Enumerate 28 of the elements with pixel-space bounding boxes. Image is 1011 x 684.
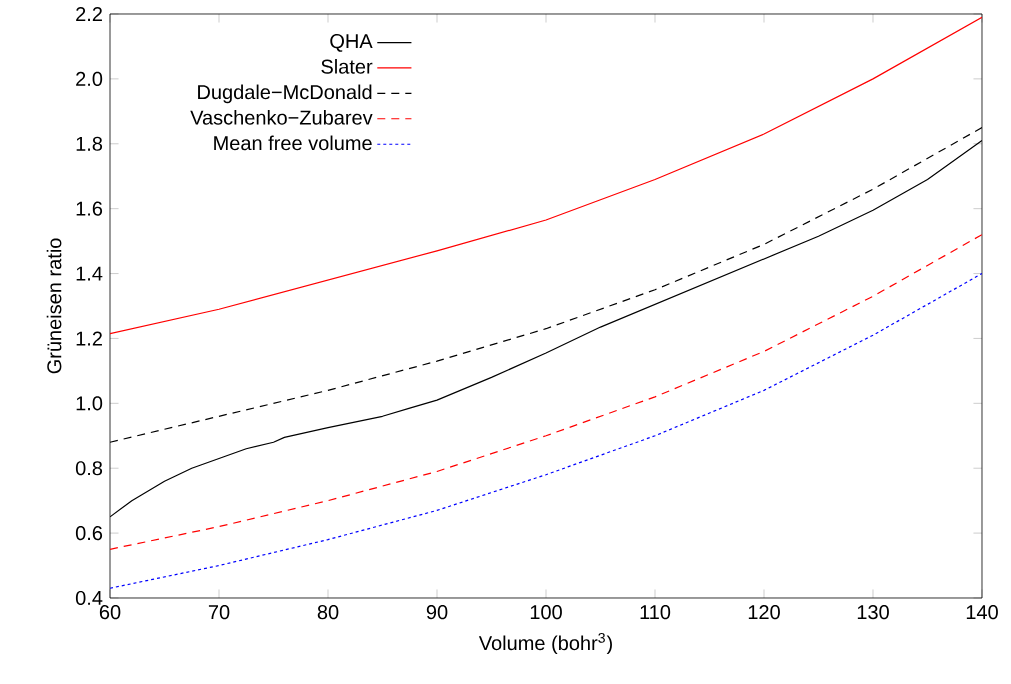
line-series bbox=[110, 272, 982, 589]
x-tick-label: 70 bbox=[208, 605, 230, 620]
x-tick-label: 120 bbox=[748, 605, 780, 620]
y-tick-label: 1.2 bbox=[76, 331, 102, 346]
y-tick-label: 1.4 bbox=[76, 266, 103, 281]
y-tick-label: 0.8 bbox=[75, 461, 103, 476]
y-tick-label: 0.6 bbox=[75, 526, 103, 541]
y-tick-label: 1.8 bbox=[76, 136, 103, 151]
x-tick-label: 100 bbox=[530, 605, 562, 620]
legend-label: Mean free volume bbox=[214, 135, 372, 151]
y-tick-label: 2.2 bbox=[76, 7, 102, 21]
y-axis-title: Grüneisen ratio bbox=[46, 238, 62, 374]
x-tick-label: 130 bbox=[857, 605, 889, 620]
legend-label: QHA bbox=[330, 34, 373, 52]
y-tick-label: 1.0 bbox=[76, 396, 103, 411]
x-tick-label: 60 bbox=[99, 605, 121, 620]
legend-label: Vaschenko−Zubarev bbox=[190, 110, 373, 125]
x-axis-title: Volume (bohr$^{3}$) bbox=[478, 632, 612, 655]
legend-label: Dugdale−McDonald bbox=[198, 84, 372, 104]
x-tick-label: 110 bbox=[640, 605, 671, 620]
line-series bbox=[110, 234, 982, 550]
x-tick-label: 80 bbox=[317, 605, 339, 620]
y-tick-label: 0.4 bbox=[75, 590, 103, 606]
legend-label: Slater bbox=[321, 59, 373, 74]
y-tick-label: 2.0 bbox=[76, 71, 103, 86]
y-tick-label: 1.6 bbox=[76, 201, 103, 216]
x-tick-label: 90 bbox=[426, 605, 448, 620]
x-tick-label: 140 bbox=[966, 605, 998, 620]
